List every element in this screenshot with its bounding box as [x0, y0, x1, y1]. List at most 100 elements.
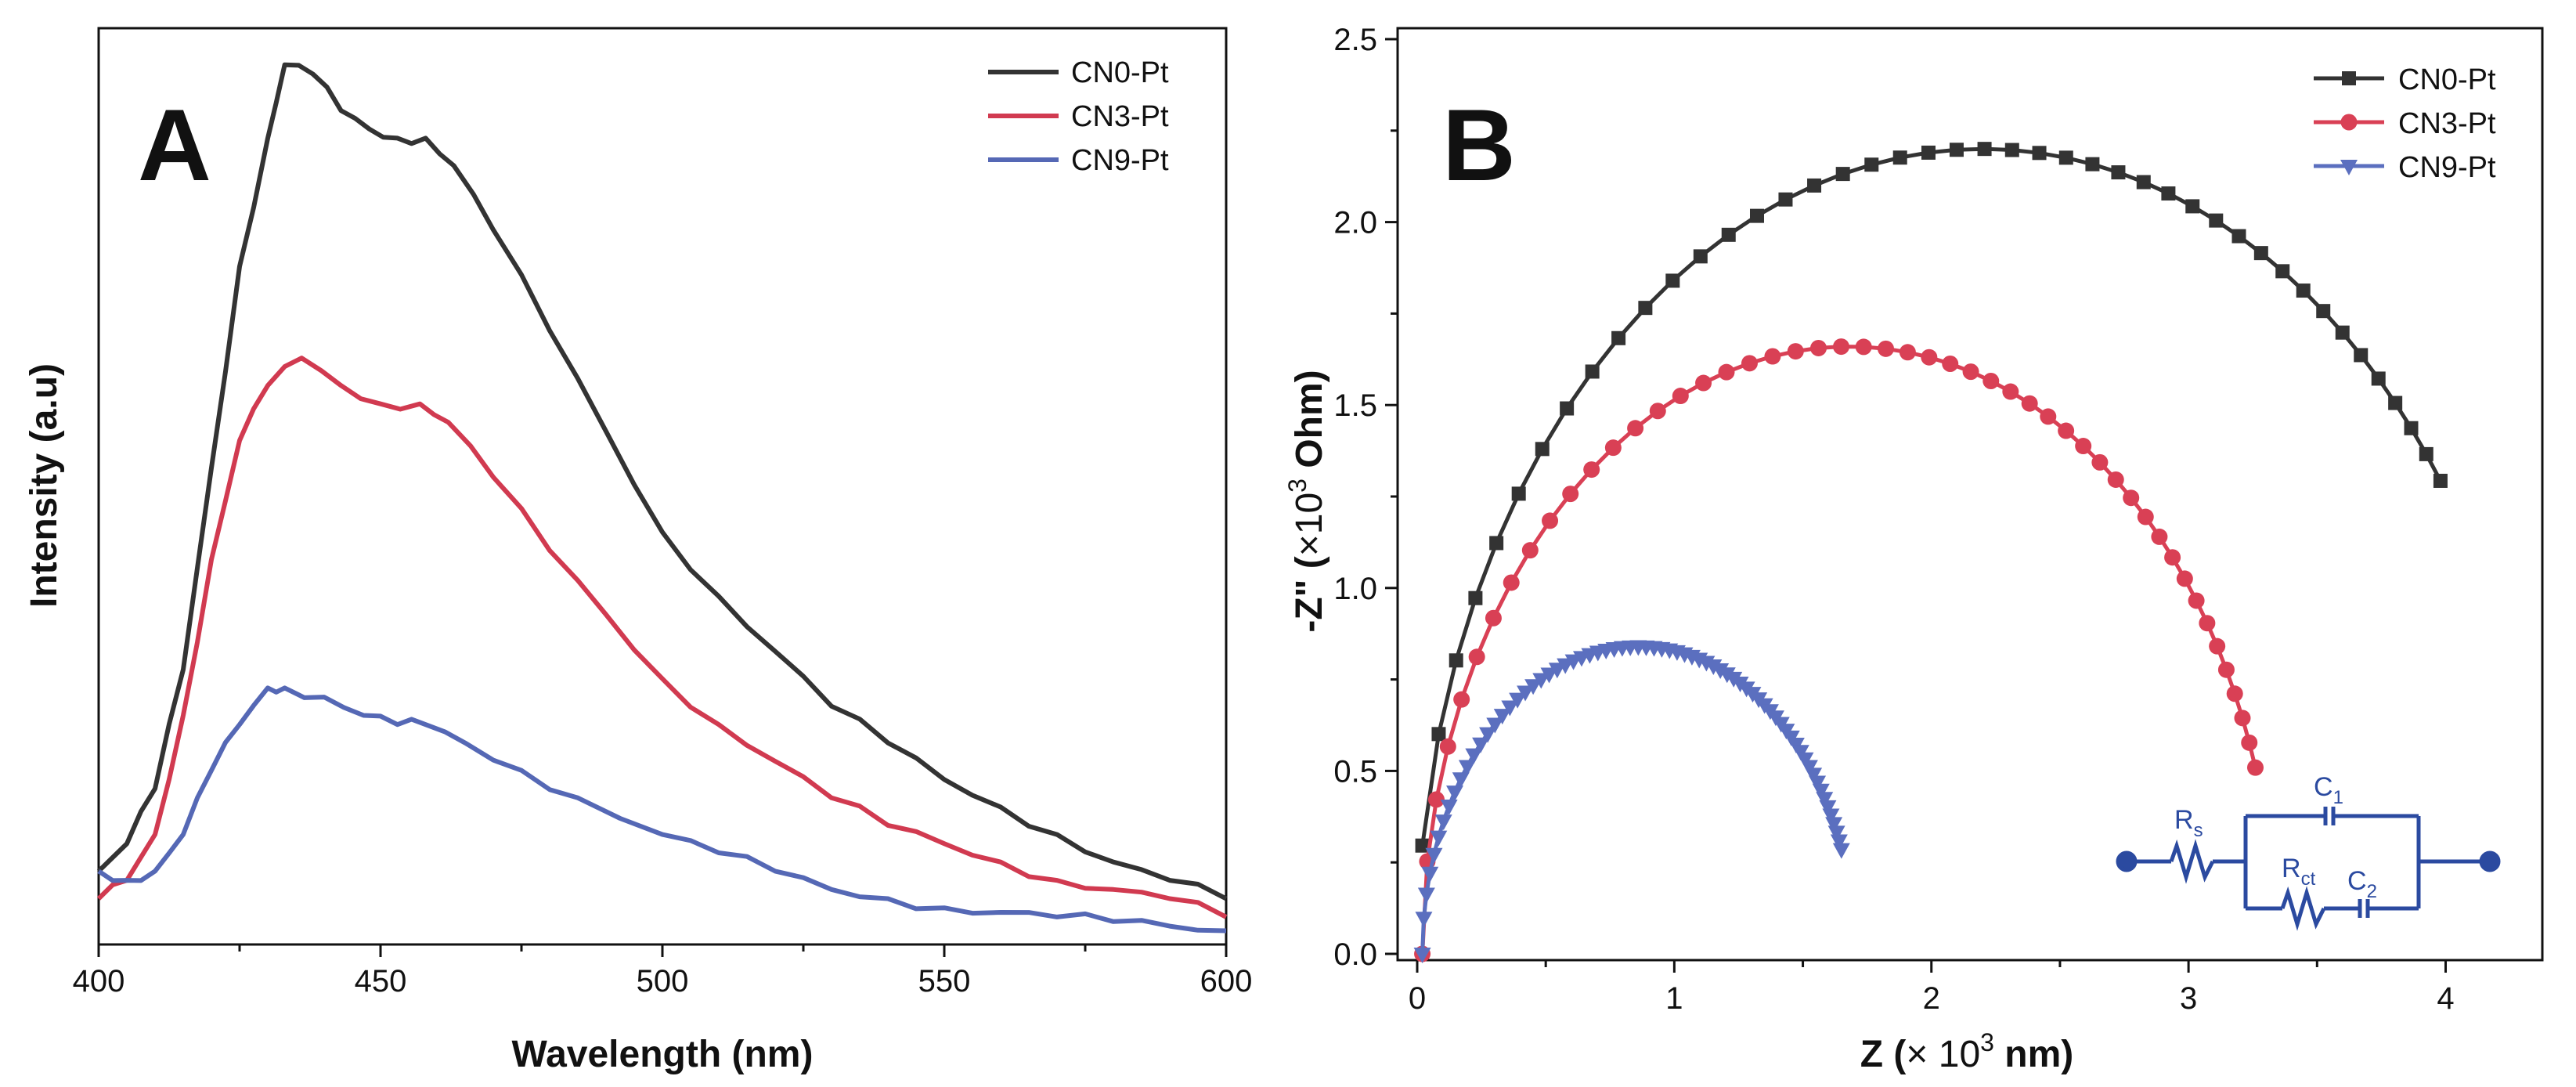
data-point-cn3-pt [1983, 373, 2000, 390]
data-point-cn0-pt [2404, 421, 2419, 435]
data-point-cn9-pt [1532, 673, 1550, 689]
data-point-cn0-pt [1864, 157, 1879, 172]
data-point-cn3-pt [2234, 710, 2251, 727]
data-point-cn3-pt [2137, 508, 2154, 525]
data-point-cn3-pt [1604, 439, 1622, 457]
data-point-cn0-pt [2371, 371, 2386, 386]
data-point-cn0-pt [1892, 150, 1907, 165]
data-point-cn3-pt [2075, 438, 2092, 455]
data-point-cn3-pt [2241, 734, 2258, 751]
data-point-cn0-pt [1949, 143, 1964, 157]
data-point-cn3-pt [2199, 615, 2216, 632]
data-point-cn9-pt [1415, 912, 1433, 928]
data-point-cn9-pt [1830, 834, 1848, 850]
panel-b-y-title-part-2: ×10 [1289, 493, 1330, 556]
panel-b-x-axis-title: Z (× 103 nm) [1860, 1028, 2074, 1075]
legend-marker-cn0-pt [2342, 71, 2356, 85]
data-point-cn3-pt [2040, 408, 2057, 425]
data-point-cn3-pt [1485, 609, 1502, 627]
legend-label-cn3-pt: CN3-Pt [1071, 100, 1169, 133]
data-point-cn9-pt [1812, 783, 1830, 800]
circuit-label-rct: Rct [2282, 854, 2316, 890]
panel-a-x-ticks: 400 450 500 550 600 [73, 944, 1252, 999]
y-tick-label: 1.5 [1333, 388, 1377, 423]
circuit-label-c1: C1 [2314, 772, 2343, 808]
data-point-cn9-pt [1440, 800, 1458, 816]
circuit-label-c2: C2 [2347, 866, 2377, 902]
panel-b-series [1413, 142, 2448, 963]
data-point-cn0-pt [2209, 213, 2224, 228]
resistor-rct-symbol [2280, 886, 2326, 931]
data-point-cn9-pt [1486, 717, 1504, 734]
series-line-cn9-pt [1420, 645, 1844, 955]
data-point-cn0-pt [2004, 143, 2019, 157]
series-line-cn9-pt [97, 685, 1227, 934]
data-point-cn9-pt [1822, 808, 1840, 825]
data-point-cn0-pt [1721, 227, 1736, 242]
data-point-cn9-pt [1517, 685, 1535, 702]
y-tick-label: 2.5 [1333, 23, 1377, 57]
data-point-cn9-pt [1816, 792, 1834, 808]
panel-b-y-title-part-1: -Z" ( [1289, 556, 1330, 632]
legend-marker-cn9-pt [2340, 160, 2358, 175]
data-point-cn0-pt [1977, 142, 1992, 157]
data-point-cn9-pt [1413, 948, 1431, 963]
data-point-cn3-pt [2091, 453, 2109, 471]
legend-label-cn0-pt: CN0-Pt [1071, 56, 1169, 89]
data-point-cn0-pt [1449, 653, 1463, 668]
data-point-cn9-pt [1472, 737, 1490, 753]
panel-b-x-title-part-4: nm) [1994, 1034, 2073, 1075]
data-point-cn0-pt [1835, 167, 1850, 182]
data-point-cn9-pt [1501, 700, 1519, 717]
data-point-cn9-pt [1458, 760, 1476, 776]
data-point-cn9-pt [1832, 843, 1850, 859]
x-tick-label: 4 [2437, 981, 2454, 1016]
data-point-cn0-pt [2316, 304, 2331, 319]
x-tick-label: 2 [1923, 981, 1940, 1016]
data-point-cn3-pt [2021, 395, 2038, 412]
data-point-cn3-pt [2246, 759, 2264, 776]
data-point-cn0-pt [1535, 442, 1550, 457]
panel-b-y-ticks: 0.0 0.5 1.0 1.5 2.0 2.5 [1333, 23, 1398, 972]
panel-b-y-title-superscript: 3 [1283, 478, 1311, 493]
data-point-cn0-pt [1921, 145, 1936, 160]
data-point-cn0-pt [1693, 249, 1708, 264]
x-tick-label: 0 [1409, 981, 1426, 1016]
legend-label-cn3-pt: CN3-Pt [2398, 107, 2496, 140]
panel-a-axes-frame [97, 27, 1228, 946]
x-tick-label: 500 [637, 964, 689, 999]
data-point-cn0-pt [2433, 473, 2448, 488]
data-point-cn9-pt [1425, 847, 1443, 864]
panel-a-y-axis-title: Intensity (a.u) [23, 363, 65, 608]
data-point-cn0-pt [1585, 364, 1600, 379]
data-point-cn0-pt [2231, 229, 2246, 244]
data-point-cn9-pt [1446, 785, 1464, 802]
data-point-cn3-pt [2226, 685, 2243, 702]
data-point-cn3-pt [1942, 356, 1959, 373]
data-point-cn3-pt [2002, 383, 2019, 400]
panel-a-legend: CN0-Pt CN3-Pt CN9-Pt [988, 56, 1169, 177]
data-point-cn9-pt [1825, 817, 1843, 833]
data-point-cn9-pt [1421, 866, 1439, 883]
data-point-cn9-pt [1809, 775, 1827, 792]
data-point-cn3-pt [1453, 691, 1470, 708]
data-point-cn3-pt [1521, 542, 1539, 559]
data-point-cn3-pt [1439, 738, 1456, 755]
data-point-cn9-pt [1479, 727, 1497, 743]
data-point-cn9-pt [1434, 814, 1452, 831]
data-point-cn0-pt [2296, 283, 2311, 298]
x-tick-label: 450 [355, 964, 407, 999]
data-point-cn0-pt [2419, 446, 2433, 461]
data-point-cn9-pt [1819, 800, 1837, 816]
data-point-cn3-pt [1764, 348, 1781, 365]
data-point-cn3-pt [1921, 348, 1938, 366]
x-tick-label: 400 [73, 964, 125, 999]
data-point-cn0-pt [2275, 264, 2290, 279]
data-point-cn3-pt [1962, 363, 1979, 381]
panel-a-chart: A 400 450 500 550 600 CN0-Pt CN3-Pt CN9-Pt Wav… [23, 27, 1252, 1075]
data-point-cn0-pt [1431, 727, 1446, 742]
data-point-cn3-pt [1627, 420, 1644, 437]
legend-marker-cn3-pt [2340, 114, 2358, 131]
data-point-cn9-pt [1465, 748, 1483, 764]
